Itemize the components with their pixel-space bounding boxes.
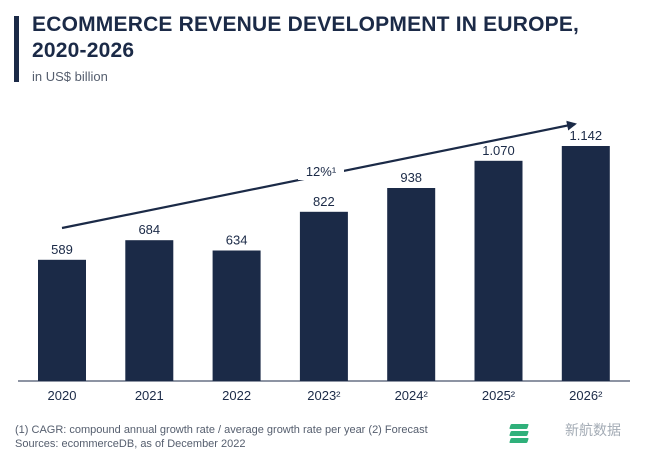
stacked-layers-icon bbox=[508, 422, 530, 444]
x-tick-label: 2025² bbox=[482, 388, 516, 403]
bar-2021 bbox=[125, 240, 174, 381]
x-tick-label: 2024² bbox=[395, 388, 429, 403]
bar-value-label: 1.142 bbox=[570, 128, 603, 143]
bar-value-label: 938 bbox=[400, 170, 422, 185]
chart-subtitle: in US$ billion bbox=[32, 69, 108, 84]
bar-2025 bbox=[474, 160, 523, 381]
bar-value-label: 634 bbox=[226, 233, 248, 248]
footnotes: (1) CAGR: compound annual growth rate / … bbox=[15, 423, 428, 451]
chart-title-line-1: ECOMMERCE REVENUE DEVELOPMENT IN EUROPE, bbox=[32, 13, 580, 36]
x-tick-label: 2022 bbox=[222, 388, 251, 403]
title-accent-bar bbox=[14, 16, 19, 82]
bar-value-label: 1.070 bbox=[482, 143, 515, 158]
x-tick-label: 2023² bbox=[307, 388, 341, 403]
x-tick-label: 2020 bbox=[48, 388, 77, 403]
bar-value-label: 822 bbox=[313, 194, 335, 209]
footnote-cagr: (1) CAGR: compound annual growth rate / … bbox=[15, 424, 428, 436]
bar-2020 bbox=[38, 259, 86, 381]
bar-2024 bbox=[387, 188, 436, 381]
bar-2026 bbox=[561, 146, 610, 381]
bar-value-label: 589 bbox=[51, 242, 73, 257]
cagr-label: 12%¹ bbox=[306, 164, 337, 179]
bar-value-label: 684 bbox=[138, 222, 160, 237]
cagr-label-background bbox=[298, 162, 344, 180]
footnote-sources: Sources: ecommerceDB, as of December 202… bbox=[15, 438, 246, 450]
x-tick-label: 2021 bbox=[135, 388, 164, 403]
chart-title: ECOMMERCE REVENUE DEVELOPMENT IN EUROPE,… bbox=[32, 12, 632, 64]
bar-2023 bbox=[299, 211, 348, 381]
bar-2022 bbox=[212, 250, 261, 381]
chart-title-line-2: 2020-2026 bbox=[32, 39, 135, 62]
x-tick-label: 2026² bbox=[569, 388, 603, 403]
watermark-text: 新航数据 bbox=[565, 422, 621, 438]
